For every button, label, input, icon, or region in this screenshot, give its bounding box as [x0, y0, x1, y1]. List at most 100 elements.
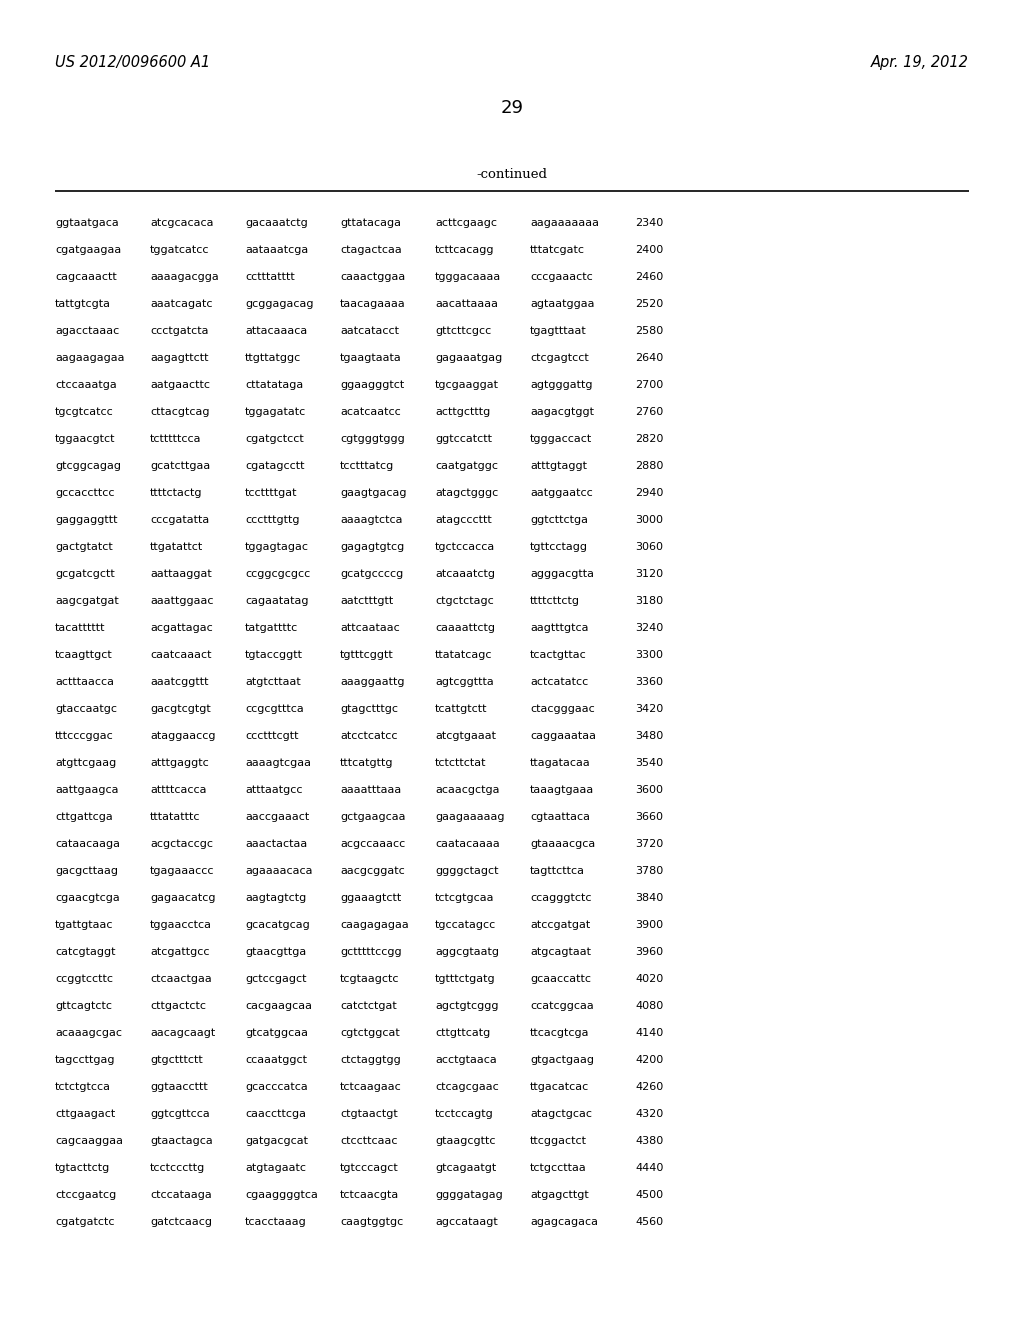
- Text: 4260: 4260: [635, 1082, 664, 1092]
- Text: 2460: 2460: [635, 272, 664, 282]
- Text: tgggaccact: tgggaccact: [530, 434, 592, 444]
- Text: aaccgaaact: aaccgaaact: [245, 812, 309, 822]
- Text: ccggtccttc: ccggtccttc: [55, 974, 113, 983]
- Text: gtagctttgc: gtagctttgc: [340, 704, 398, 714]
- Text: 4080: 4080: [635, 1001, 664, 1011]
- Text: gagaacatcg: gagaacatcg: [150, 894, 215, 903]
- Text: tagccttgag: tagccttgag: [55, 1055, 116, 1065]
- Text: tctcaacgta: tctcaacgta: [340, 1191, 399, 1200]
- Text: cccgaaactc: cccgaaactc: [530, 272, 593, 282]
- Text: 3240: 3240: [635, 623, 664, 634]
- Text: tgagaaaccc: tgagaaaccc: [150, 866, 214, 876]
- Text: actcatatcc: actcatatcc: [530, 677, 588, 686]
- Text: actttaacca: actttaacca: [55, 677, 114, 686]
- Text: aaactactaa: aaactactaa: [245, 840, 307, 849]
- Text: ctctaggtgg: ctctaggtgg: [340, 1055, 400, 1065]
- Text: caggaaataa: caggaaataa: [530, 731, 596, 741]
- Text: 2940: 2940: [635, 488, 664, 498]
- Text: tccttttgat: tccttttgat: [245, 488, 298, 498]
- Text: atcctcatcc: atcctcatcc: [340, 731, 397, 741]
- Text: caagtggtgc: caagtggtgc: [340, 1217, 403, 1228]
- Text: gctttttccgg: gctttttccgg: [340, 946, 401, 957]
- Text: gtcggcagag: gtcggcagag: [55, 461, 121, 471]
- Text: aaattggaac: aaattggaac: [150, 597, 213, 606]
- Text: 3960: 3960: [635, 946, 664, 957]
- Text: ttcggactct: ttcggactct: [530, 1137, 587, 1146]
- Text: ttagatacaa: ttagatacaa: [530, 758, 591, 768]
- Text: acaaagcgac: acaaagcgac: [55, 1028, 122, 1038]
- Text: acgccaaacc: acgccaaacc: [340, 840, 406, 849]
- Text: 3780: 3780: [635, 866, 664, 876]
- Text: tgcgaaggat: tgcgaaggat: [435, 380, 499, 389]
- Text: tttatatttc: tttatatttc: [150, 812, 201, 822]
- Text: ttgatattct: ttgatattct: [150, 543, 203, 552]
- Text: tgccatagcc: tgccatagcc: [435, 920, 497, 931]
- Text: aggcgtaatg: aggcgtaatg: [435, 946, 499, 957]
- Text: Apr. 19, 2012: Apr. 19, 2012: [871, 54, 969, 70]
- Text: tcctttatcg: tcctttatcg: [340, 461, 394, 471]
- Text: agctgtcggg: agctgtcggg: [435, 1001, 499, 1011]
- Text: cgaaggggtca: cgaaggggtca: [245, 1191, 317, 1200]
- Text: cgatgctcct: cgatgctcct: [245, 434, 304, 444]
- Text: aagagttctt: aagagttctt: [150, 352, 209, 363]
- Text: caaccttcga: caaccttcga: [245, 1109, 306, 1119]
- Text: aaaagacgga: aaaagacgga: [150, 272, 219, 282]
- Text: 3360: 3360: [635, 677, 663, 686]
- Text: ggtcttctga: ggtcttctga: [530, 515, 588, 525]
- Text: gtcatggcaa: gtcatggcaa: [245, 1028, 308, 1038]
- Text: ggaagggtct: ggaagggtct: [340, 380, 404, 389]
- Text: atagctgggc: atagctgggc: [435, 488, 499, 498]
- Text: caatacaaaa: caatacaaaa: [435, 840, 500, 849]
- Text: ggtaaccttt: ggtaaccttt: [150, 1082, 208, 1092]
- Text: tggaacctca: tggaacctca: [150, 920, 212, 931]
- Text: 4140: 4140: [635, 1028, 664, 1038]
- Text: tggagtagac: tggagtagac: [245, 543, 309, 552]
- Text: tgcgtcatcc: tgcgtcatcc: [55, 407, 114, 417]
- Text: tcctcccttg: tcctcccttg: [150, 1163, 205, 1173]
- Text: tgctccacca: tgctccacca: [435, 543, 496, 552]
- Text: 4320: 4320: [635, 1109, 664, 1119]
- Text: aatcatacct: aatcatacct: [340, 326, 399, 337]
- Text: catctctgat: catctctgat: [340, 1001, 396, 1011]
- Text: gttcagtctc: gttcagtctc: [55, 1001, 112, 1011]
- Text: agtgggattg: agtgggattg: [530, 380, 593, 389]
- Text: aacgcggatc: aacgcggatc: [340, 866, 404, 876]
- Text: gttcttcgcc: gttcttcgcc: [435, 326, 492, 337]
- Text: 3900: 3900: [635, 920, 664, 931]
- Text: cttgaagact: cttgaagact: [55, 1109, 116, 1119]
- Text: gagaaatgag: gagaaatgag: [435, 352, 502, 363]
- Text: tgtttctgatg: tgtttctgatg: [435, 974, 496, 983]
- Text: atttgaggtc: atttgaggtc: [150, 758, 209, 768]
- Text: 2880: 2880: [635, 461, 664, 471]
- Text: 3840: 3840: [635, 894, 664, 903]
- Text: gaagtgacag: gaagtgacag: [340, 488, 407, 498]
- Text: tctcgtgcaa: tctcgtgcaa: [435, 894, 495, 903]
- Text: tgtacttctg: tgtacttctg: [55, 1163, 111, 1173]
- Text: caatgatggc: caatgatggc: [435, 461, 498, 471]
- Text: 2520: 2520: [635, 300, 664, 309]
- Text: cagaatatag: cagaatatag: [245, 597, 308, 606]
- Text: gtaagcgttc: gtaagcgttc: [435, 1137, 496, 1146]
- Text: tcattgtctt: tcattgtctt: [435, 704, 487, 714]
- Text: 3120: 3120: [635, 569, 664, 579]
- Text: gtcagaatgt: gtcagaatgt: [435, 1163, 497, 1173]
- Text: 2820: 2820: [635, 434, 664, 444]
- Text: 4560: 4560: [635, 1217, 664, 1228]
- Text: agacctaaac: agacctaaac: [55, 326, 119, 337]
- Text: 4500: 4500: [635, 1191, 664, 1200]
- Text: gctccgagct: gctccgagct: [245, 974, 306, 983]
- Text: 2340: 2340: [635, 218, 664, 228]
- Text: aatctttgtt: aatctttgtt: [340, 597, 393, 606]
- Text: gtaactagca: gtaactagca: [150, 1137, 213, 1146]
- Text: gtgactgaag: gtgactgaag: [530, 1055, 594, 1065]
- Text: ctccataaga: ctccataaga: [150, 1191, 212, 1200]
- Text: tgagtttaat: tgagtttaat: [530, 326, 587, 337]
- Text: tgttcctagg: tgttcctagg: [530, 543, 588, 552]
- Text: tatgattttc: tatgattttc: [245, 623, 298, 634]
- Text: atgtagaatc: atgtagaatc: [245, 1163, 306, 1173]
- Text: taacagaaaa: taacagaaaa: [340, 300, 406, 309]
- Text: gcacccatca: gcacccatca: [245, 1082, 308, 1092]
- Text: cgtaattaca: cgtaattaca: [530, 812, 590, 822]
- Text: aattgaagca: aattgaagca: [55, 785, 119, 795]
- Text: tggaacgtct: tggaacgtct: [55, 434, 116, 444]
